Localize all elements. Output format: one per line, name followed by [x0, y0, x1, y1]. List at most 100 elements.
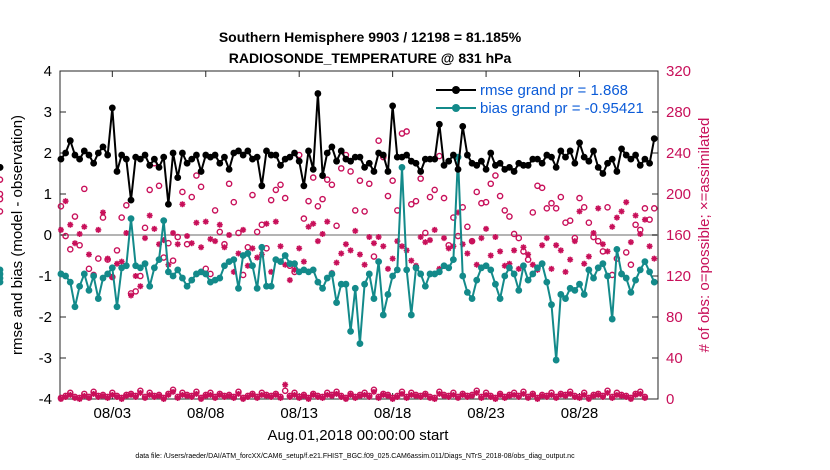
rmse-point [188, 155, 196, 163]
bias-point [403, 266, 411, 274]
possible-obs-marker [384, 192, 392, 200]
possible-obs-marker [300, 215, 308, 222]
assimilated-obs-floor-marker [212, 394, 219, 401]
assimilated-obs-floor-marker [576, 394, 583, 401]
rmse-point [337, 147, 345, 155]
assimilated-obs-marker [188, 240, 195, 247]
y-right-tick-label: 0 [666, 391, 674, 408]
assimilated-obs-marker [151, 225, 158, 232]
assimilated-obs-floor-marker [67, 391, 74, 398]
bias-point [510, 270, 518, 278]
assimilated-obs-marker [492, 234, 499, 241]
rmse-point [538, 159, 546, 167]
assimilated-obs-floor-marker [641, 394, 648, 401]
assimilated-obs-marker [76, 230, 83, 237]
bias-point [548, 301, 555, 309]
rmse-point [141, 151, 149, 159]
rmse-point [534, 155, 541, 163]
bias-point [389, 272, 397, 280]
possible-obs-marker [230, 198, 238, 206]
rmse-point [333, 157, 340, 165]
assimilated-obs-marker [291, 266, 298, 273]
assimilated-obs-floor-marker [567, 390, 574, 397]
possible-obs-marker [272, 186, 280, 194]
rmse-point [108, 104, 116, 112]
possible-obs-marker [267, 196, 275, 204]
assimilated-obs-marker [95, 226, 102, 233]
possible-obs-marker [548, 199, 555, 207]
bias-point [449, 256, 457, 263]
assimilated-obs-floor-marker [328, 392, 335, 399]
bias-point [412, 264, 420, 272]
rmse-point [356, 153, 364, 161]
possible-obs-marker [487, 180, 495, 188]
y-left-tick-label: -3 [39, 350, 52, 367]
rmse-point [632, 151, 639, 159]
assimilated-obs-floor-marker [455, 394, 462, 401]
assimilated-obs-floor-marker [230, 394, 237, 401]
assimilated-obs-floor-marker [370, 388, 377, 395]
possible-obs-marker [632, 221, 639, 229]
bias-point [291, 260, 298, 268]
bias-point [599, 260, 607, 268]
y-right-tick-label: 200 [666, 186, 691, 203]
bias-point [174, 266, 182, 274]
rmse-point [221, 153, 228, 161]
assimilated-obs-floor-marker [165, 391, 172, 398]
assimilated-obs-floor-marker [123, 392, 130, 399]
assimilated-obs-floor-marker [553, 394, 560, 401]
assimilated-obs-floor-marker [99, 392, 106, 399]
assimilated-obs-floor-marker [571, 393, 578, 400]
rmse-point [272, 151, 280, 159]
assimilated-obs-marker [193, 219, 200, 226]
assimilated-obs-floor-marker [557, 391, 564, 398]
possible-obs-marker [155, 182, 163, 190]
assimilated-obs-marker [240, 226, 247, 233]
assimilated-obs-marker [226, 232, 233, 238]
assimilated-obs-marker [455, 209, 462, 216]
possible-obs-marker [328, 181, 336, 189]
assimilated-obs-marker [581, 260, 588, 267]
assimilated-obs-floor-marker [146, 391, 153, 398]
possible-obs-marker [557, 193, 565, 201]
assimilated-obs-marker [389, 255, 396, 262]
possible-obs-marker [361, 208, 368, 215]
assimilated-obs-marker [394, 238, 401, 245]
legend-bias-label: bias grand pr = -0.95421 [480, 100, 644, 117]
rmse-point [351, 153, 359, 161]
rmse-point [197, 168, 205, 175]
bias-point [492, 280, 499, 288]
bias-point [393, 266, 401, 274]
bias-point [314, 278, 322, 286]
assimilated-obs-floor-marker [398, 390, 405, 397]
rmse-point [258, 182, 266, 190]
possible-obs-marker [436, 152, 443, 160]
possible-obs-marker [249, 191, 256, 199]
assimilated-obs-floor-marker [160, 396, 167, 402]
assimilated-obs-floor-marker [511, 391, 518, 398]
assimilated-obs-marker [469, 238, 476, 245]
assimilated-obs-floor-marker [627, 396, 634, 402]
possible-obs-marker [314, 202, 322, 210]
bias-point [221, 262, 228, 270]
assimilated-obs-marker [85, 251, 92, 258]
rmse-point [253, 153, 261, 161]
bias-point [351, 284, 359, 292]
bias-point [608, 315, 616, 323]
tick-layer: -4-3-2-1012340408012016020024028032008/0… [39, 63, 691, 422]
bias-point [468, 295, 476, 302]
x-tick-label: 08/03 [94, 405, 132, 422]
assimilated-obs-marker [361, 261, 368, 268]
assimilated-obs-floor-marker [347, 391, 354, 398]
assimilated-obs-floor-marker [403, 394, 410, 401]
bias-point [445, 264, 453, 272]
assimilated-obs-floor-marker [515, 393, 522, 400]
bias-point [375, 258, 383, 266]
assimilated-obs-floor-marker [473, 389, 480, 396]
rmse-point [426, 155, 434, 163]
assimilated-obs-floor-marker [361, 391, 368, 398]
rmse-point [90, 159, 98, 167]
rmse-point [179, 149, 186, 157]
rmse-point [571, 159, 579, 167]
